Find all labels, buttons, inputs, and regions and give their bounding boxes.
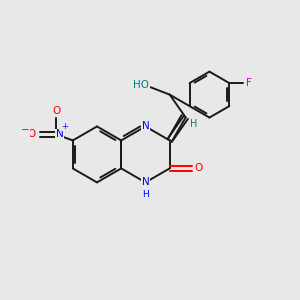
Text: N: N	[142, 177, 149, 188]
Text: H: H	[142, 190, 149, 199]
Text: O: O	[52, 106, 60, 116]
Text: +: +	[61, 122, 68, 130]
Text: N: N	[56, 129, 64, 140]
Text: F: F	[246, 78, 252, 88]
Text: O: O	[28, 129, 36, 140]
Text: H: H	[190, 119, 198, 129]
Text: N: N	[142, 122, 149, 131]
Text: O: O	[194, 164, 202, 173]
Text: HO: HO	[133, 80, 149, 90]
Text: −: −	[21, 125, 30, 135]
